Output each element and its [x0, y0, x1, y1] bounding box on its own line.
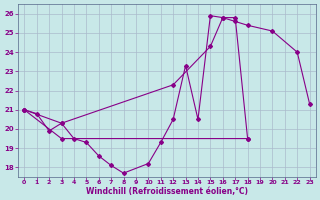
X-axis label: Windchill (Refroidissement éolien,°C): Windchill (Refroidissement éolien,°C) — [86, 187, 248, 196]
